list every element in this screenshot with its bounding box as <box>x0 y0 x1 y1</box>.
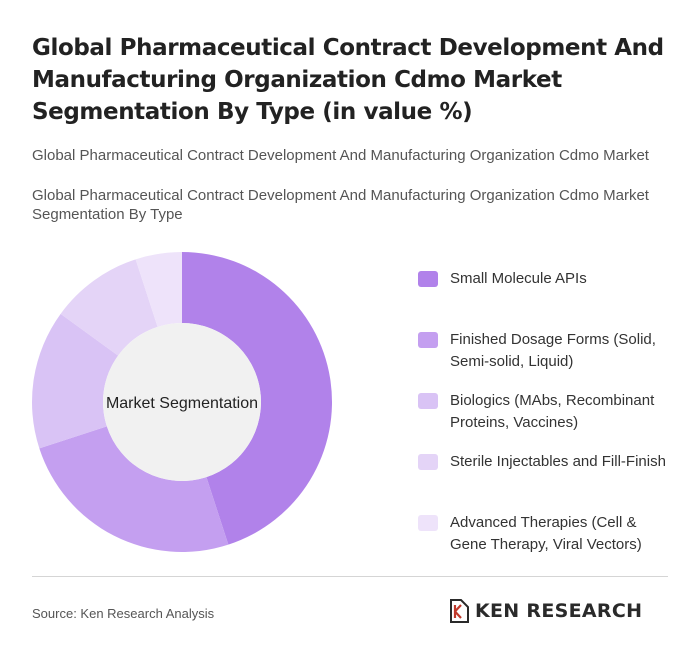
legend-item-1: Small Molecule APIs <box>418 268 672 290</box>
legend-label: Finished Dosage Forms (Solid, Semi-solid… <box>450 331 656 370</box>
donut-slice-1 <box>182 252 332 545</box>
legend-swatch <box>418 515 438 531</box>
legend-label: Small Molecule APIs <box>450 270 587 287</box>
ken-research-logo-icon <box>450 599 469 623</box>
donut-center-label: Market Segmentation <box>106 395 258 412</box>
legend-item-3: Biologics (MAbs, Recombinant Proteins, V… <box>418 390 672 434</box>
donut-slice-2 <box>39 426 229 552</box>
legend-label: Sterile Injectables and Fill-Finish <box>450 453 666 470</box>
chart-subtitle-market: Global Pharmaceutical Contract Developme… <box>32 147 649 164</box>
donut-chart: Market Segmentation <box>32 252 332 552</box>
chart-subtitle-segmentation: Global Pharmaceutical Contract Developme… <box>32 187 649 223</box>
donut-slice-3 <box>32 313 119 449</box>
legend-swatch <box>418 271 438 287</box>
donut-slices <box>32 252 332 552</box>
legend-swatch <box>418 332 438 348</box>
source-note: Source: Ken Research Analysis <box>32 606 215 621</box>
legend-item-5: Advanced Therapies (Cell & Gene Therapy,… <box>418 512 672 556</box>
donut-center-hole <box>103 323 261 481</box>
ken-research-logo-text: KEN RESEARCH <box>475 600 643 622</box>
donut-slice-5 <box>135 252 182 327</box>
legend-item-4: Sterile Injectables and Fill-Finish <box>418 451 672 473</box>
donut-slice-4 <box>60 259 158 356</box>
footer-divider <box>32 576 668 577</box>
legend-label: Advanced Therapies (Cell & Gene Therapy,… <box>450 514 642 553</box>
chart-title: Global Pharmaceutical Contract Developme… <box>32 35 664 125</box>
legend-swatch <box>418 393 438 409</box>
ken-research-logo: KEN RESEARCH <box>447 599 642 623</box>
legend-swatch <box>418 454 438 470</box>
legend-label: Biologics (MAbs, Recombinant Proteins, V… <box>450 392 655 431</box>
legend-item-2: Finished Dosage Forms (Solid, Semi-solid… <box>418 329 672 373</box>
